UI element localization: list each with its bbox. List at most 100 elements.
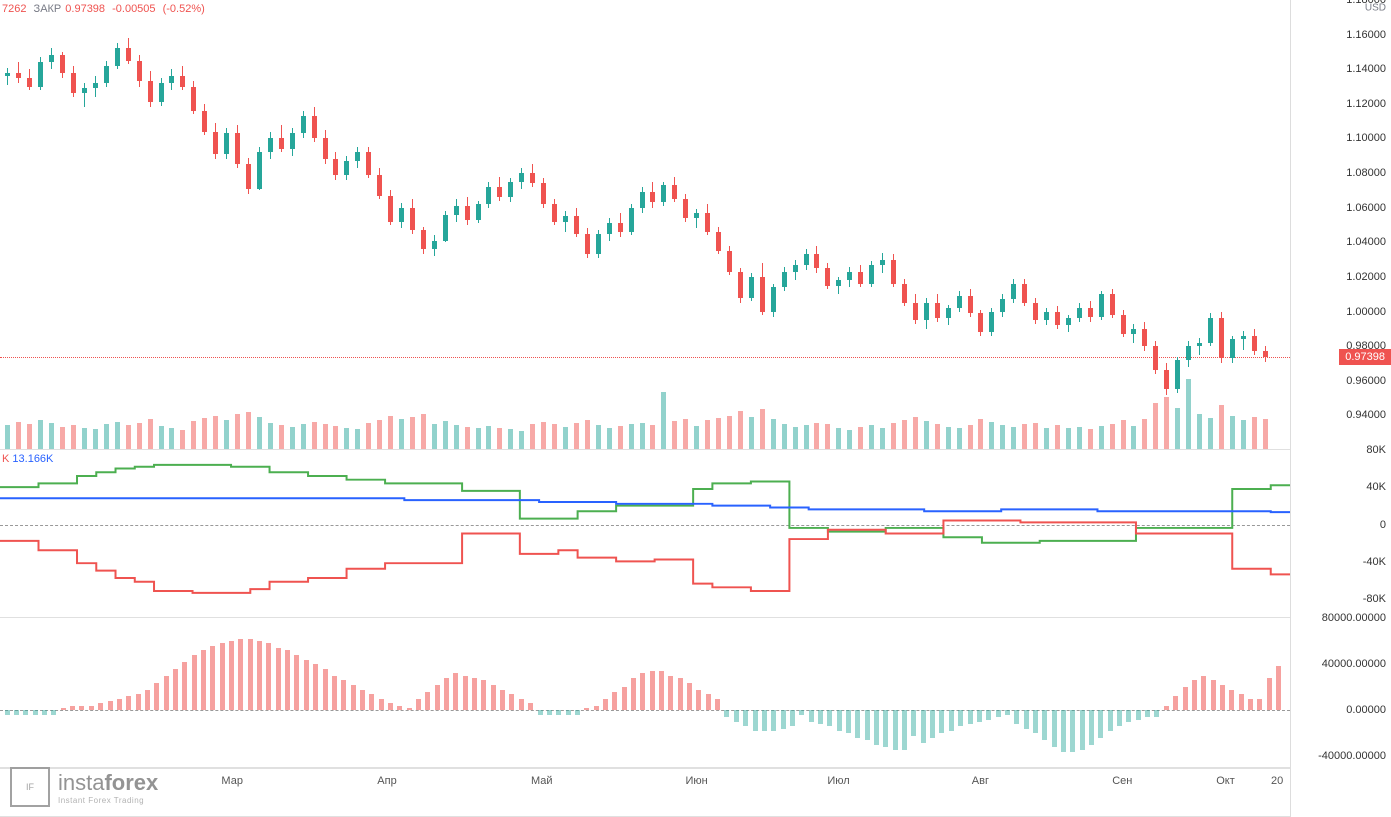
histogram-bar: [220, 643, 225, 710]
volume-bar: [257, 417, 262, 449]
histogram-bar: [1126, 710, 1131, 722]
histogram-bar: [145, 690, 150, 711]
volume-bar: [191, 421, 196, 449]
histogram-panel[interactable]: [0, 618, 1290, 768]
histogram-bar: [1201, 676, 1206, 711]
histogram-bar: [1005, 710, 1010, 715]
histogram-bar: [1276, 666, 1281, 710]
histogram-bar: [687, 683, 692, 711]
histogram-bar: [846, 710, 851, 733]
histogram-bar: [538, 710, 543, 715]
volume-bar: [5, 425, 10, 449]
histogram-bar: [781, 710, 786, 728]
volume-bar: [683, 419, 688, 449]
price-panel[interactable]: [0, 0, 1290, 450]
volume-bar: [1077, 427, 1082, 449]
volume-bar: [661, 392, 666, 449]
histogram-bar: [986, 710, 991, 719]
y-tick-label: 0.94000: [1346, 409, 1386, 421]
y-tick-label: 40K: [1366, 481, 1386, 493]
volume-bar: [705, 420, 710, 449]
volume-bar: [771, 419, 776, 449]
volume-bar: [1022, 424, 1027, 449]
histogram-bar: [1164, 706, 1169, 711]
y-tick-label: 1.04000: [1346, 236, 1386, 248]
histogram-bar: [734, 710, 739, 722]
histogram-bar: [276, 648, 281, 710]
y-tick-label: 1.08000: [1346, 167, 1386, 179]
volume-bar: [399, 419, 404, 449]
histogram-bar: [509, 694, 514, 710]
volume-bar: [574, 423, 579, 449]
volume-bar: [148, 419, 153, 449]
histogram-bar: [1145, 710, 1150, 717]
histogram-bar: [631, 678, 636, 710]
histogram-bar: [257, 641, 262, 710]
histogram-bar: [1080, 710, 1085, 749]
volume-bar: [738, 411, 743, 449]
volume-bar: [235, 414, 240, 449]
volume-bar: [27, 424, 32, 449]
histogram-bar: [481, 680, 486, 710]
volume-bar: [1164, 397, 1169, 449]
x-tick-label: Сен: [1112, 775, 1132, 787]
volume-bar: [782, 424, 787, 449]
volume-bar: [432, 424, 437, 449]
chart-container: 7262 ЗАКР0.97398 -0.00505 (-0.52%) K 13.…: [0, 0, 1391, 817]
histogram-bar: [182, 662, 187, 710]
volume-bar: [137, 423, 142, 449]
volume-bar: [410, 417, 415, 449]
volume-bar: [825, 424, 830, 449]
y-tick-label: 80000.00000: [1322, 612, 1386, 624]
histogram-bar: [201, 650, 206, 710]
volume-bar: [38, 420, 43, 449]
volume-bar: [202, 418, 207, 449]
volume-bar: [1153, 403, 1158, 449]
plot-area[interactable]: 7262 ЗАКР0.97398 -0.00505 (-0.52%) K 13.…: [0, 0, 1291, 817]
histogram-bar: [192, 655, 197, 710]
volume-bar: [1066, 428, 1071, 449]
histogram-bar: [1098, 710, 1103, 738]
histogram-bar: [668, 676, 673, 711]
x-tick-label: Июл: [827, 775, 849, 787]
histogram-bar: [650, 671, 655, 710]
volume-bar: [1131, 426, 1136, 449]
volume-bar: [49, 423, 54, 449]
histogram-bar: [491, 685, 496, 710]
histogram-bar: [1257, 699, 1262, 711]
y-tick-label: -40000.00000: [1318, 750, 1386, 762]
histogram-bar: [1042, 710, 1047, 740]
histogram-bar: [472, 678, 477, 710]
y-axis-right: USD0.940000.960000.980001.000001.020001.…: [1291, 0, 1391, 817]
symbol-code: 7262: [2, 3, 26, 15]
histogram-bar: [556, 710, 561, 715]
volume-bar: [935, 424, 940, 449]
volume-bar: [552, 424, 557, 449]
volume-bar: [672, 421, 677, 449]
cot-panel[interactable]: K 13.166K: [0, 450, 1290, 618]
histogram-bar: [809, 710, 814, 722]
volume-bar: [1000, 425, 1005, 449]
histogram-bar: [1192, 680, 1197, 710]
histogram-bar: [416, 699, 421, 711]
volume-bar: [1121, 420, 1126, 449]
volume-bar: [1208, 418, 1213, 449]
histogram-bar: [1173, 696, 1178, 710]
y-tick-label: -40K: [1363, 556, 1386, 568]
histogram-bar: [1089, 710, 1094, 745]
volume-bar: [126, 425, 131, 449]
histogram-bar: [958, 710, 963, 726]
histogram-bar: [575, 710, 580, 715]
volume-bar: [355, 429, 360, 449]
histogram-bar: [117, 699, 122, 711]
current-price-flag: 0.97398: [1339, 349, 1391, 365]
volume-bar: [1099, 426, 1104, 449]
volume-bar: [519, 431, 524, 449]
histogram-bar: [855, 710, 860, 738]
histogram-bar: [229, 641, 234, 710]
histogram-bar: [351, 685, 356, 710]
y-tick-label: -80K: [1363, 593, 1386, 605]
histogram-bar: [136, 694, 141, 710]
volume-bar: [1011, 427, 1016, 449]
histogram-bar: [996, 710, 1001, 717]
